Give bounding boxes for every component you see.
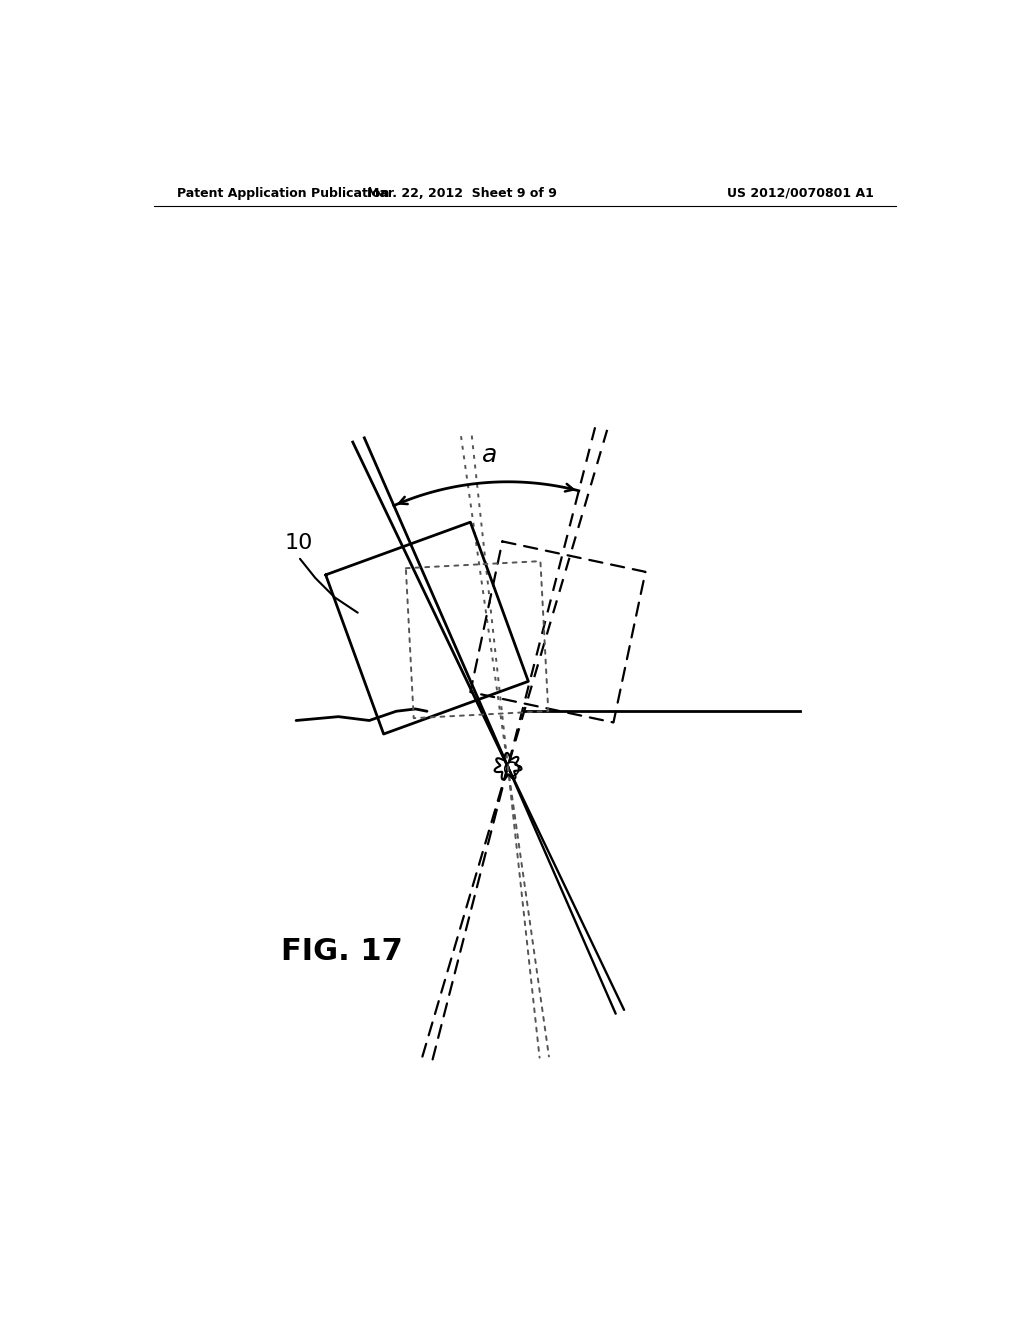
Text: FIG. 17: FIG. 17 <box>281 937 402 966</box>
Text: Mar. 22, 2012  Sheet 9 of 9: Mar. 22, 2012 Sheet 9 of 9 <box>367 186 557 199</box>
Text: Patent Application Publication: Patent Application Publication <box>177 186 389 199</box>
Text: 10: 10 <box>285 533 313 553</box>
Text: a: a <box>482 444 498 467</box>
Text: US 2012/0070801 A1: US 2012/0070801 A1 <box>727 186 873 199</box>
